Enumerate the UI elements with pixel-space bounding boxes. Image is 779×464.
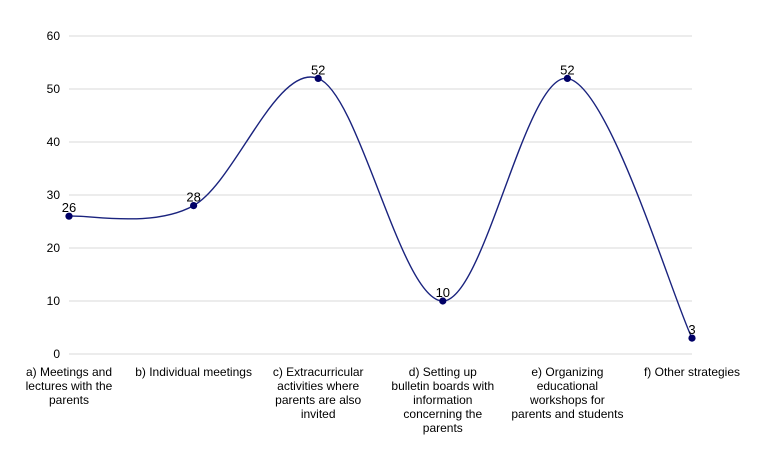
y-tick-label: 50: [47, 82, 61, 96]
data-label: 52: [311, 62, 325, 77]
x-category-label-line: c) Extracurricular: [273, 365, 364, 379]
x-category-label: d) Setting up bulletin boards with informa…: [391, 365, 494, 435]
data-point: [65, 212, 73, 220]
series-line: [68, 76, 693, 339]
data-label: 10: [436, 285, 450, 300]
x-category-label-line: concerning the: [403, 407, 482, 421]
y-tick-label: 20: [47, 241, 61, 255]
x-category-label-line: bulletin boards with: [391, 379, 494, 393]
data-point: [439, 297, 447, 305]
data-label: 28: [186, 190, 200, 205]
x-category-label-line: parents: [49, 393, 89, 407]
y-tick-label: 10: [47, 294, 61, 308]
x-category-label-line: f) Other strategies: [644, 365, 740, 379]
data-label: 26: [62, 200, 76, 215]
grid-lines: [69, 35, 692, 355]
y-tick-label: 40: [47, 135, 61, 149]
x-category-label-line: parents are also: [275, 393, 361, 407]
x-category-label-line: a) Meetings and: [26, 365, 112, 379]
data-point: [563, 74, 572, 82]
y-tick-label: 30: [47, 188, 61, 202]
x-category-label-line: parents and students: [511, 407, 623, 421]
data-label: 52: [560, 62, 574, 77]
x-category-label: e) Organizing educational workshops for par…: [511, 365, 623, 421]
x-category-label-line: invited: [301, 407, 336, 421]
x-category-label: b) Individual meetings: [135, 365, 252, 379]
data-label: 3: [688, 322, 695, 337]
data-point: [190, 202, 198, 210]
data-points: [65, 74, 696, 342]
x-category-label: c) Extracurricular activities where parent…: [273, 365, 364, 421]
x-category-label: f) Other strategies: [644, 365, 740, 379]
x-category-label-line: b) Individual meetings: [135, 365, 252, 379]
x-category-label-line: parents: [423, 421, 463, 435]
x-category-label: a) Meetings and lectures with the parents: [26, 365, 113, 407]
x-category-label-line: activities where: [277, 379, 359, 393]
y-axis-ticks: 0 10 20 30 40 50 60: [47, 29, 61, 361]
data-point: [688, 334, 696, 342]
data-labels: 26 28 52 10 52 3: [62, 62, 696, 337]
x-category-label-line: lectures with the: [26, 379, 113, 393]
x-category-label-line: e) Organizing: [531, 365, 603, 379]
x-category-label-line: educational: [537, 379, 598, 393]
x-axis-categories: a) Meetings and lectures with the parentsb…: [26, 365, 740, 435]
y-tick-label: 60: [47, 29, 61, 43]
x-category-label-line: workshops for: [529, 393, 605, 407]
y-tick-label: 0: [53, 347, 60, 361]
x-category-label-line: information: [413, 393, 472, 407]
data-point: [314, 74, 322, 82]
x-category-label-line: d) Setting up: [409, 365, 477, 379]
